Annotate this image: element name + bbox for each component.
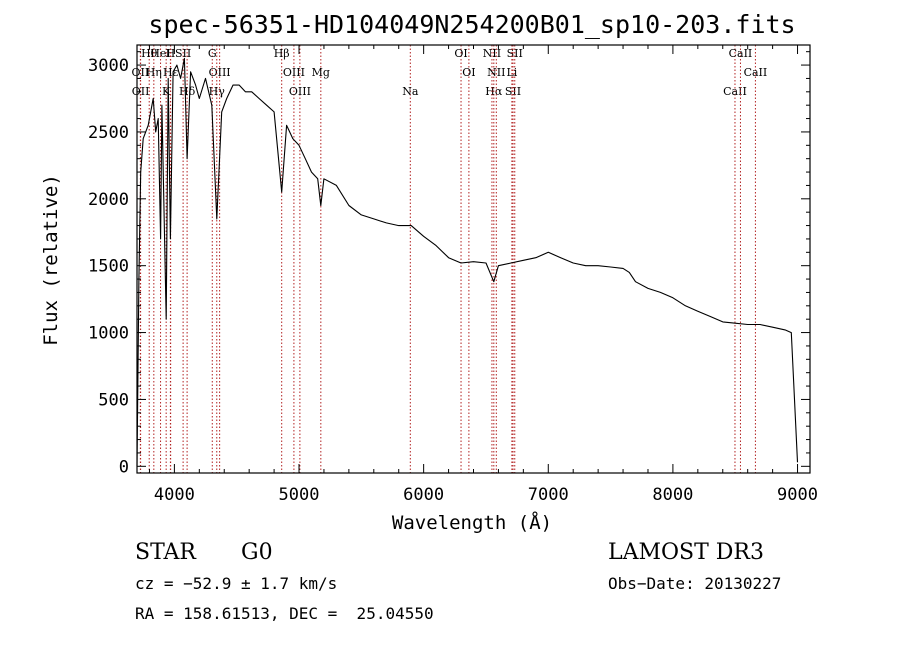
x-tick-label: 4000 — [154, 485, 195, 505]
y-tick-label: 1000 — [88, 324, 129, 344]
y-axis-label: Flux (relative) — [40, 174, 62, 346]
line-label: NII — [487, 66, 505, 79]
line-label: Hα — [485, 85, 503, 98]
y-tick-label: 2000 — [88, 190, 129, 210]
line-label: Na — [402, 85, 419, 98]
line-label: K — [162, 85, 171, 98]
redshift-value: cz = −52.9 ± 1.7 km/s — [135, 574, 338, 593]
line-label: SII — [507, 47, 523, 60]
line-label: OII — [132, 66, 150, 79]
line-label: CaII — [723, 85, 747, 98]
line-label: Hδ — [179, 85, 196, 98]
y-tick-label: 1500 — [88, 257, 129, 277]
line-label: Hβ — [274, 47, 290, 60]
x-tick-label: 7000 — [528, 485, 569, 505]
plot-frame — [136, 44, 811, 474]
x-tick-label: 9000 — [777, 485, 818, 505]
y-tick-label: 3000 — [88, 56, 129, 76]
x-tick-label: 5000 — [279, 485, 320, 505]
chart-title: spec-56351-HD104049N254200B01_sp10-203.f… — [148, 10, 795, 39]
line-label: OI — [454, 47, 467, 60]
line-label: CaII — [744, 66, 768, 79]
y-tick-label: 2500 — [88, 123, 129, 143]
line-label: Hη — [146, 66, 162, 79]
object-subclass: G0 — [241, 540, 273, 565]
y-axis: 0 500 1000 1500 2000 2500 3000 — [88, 51, 810, 477]
y-tick-label: 0 — [119, 457, 129, 477]
survey-name: LAMOST DR3 — [608, 540, 764, 565]
line-label: OIII — [289, 85, 311, 98]
x-tick-label: 6000 — [403, 485, 444, 505]
line-label: Li — [506, 66, 517, 79]
spectrum-series — [136, 57, 799, 467]
emission-lines: HθOIIOIIHeIHηKHHεHδSIIOIIIHγGOIIIOIIIHβM… — [132, 45, 768, 473]
x-tick-label: 8000 — [652, 485, 693, 505]
observation-date: Obs−Date: 20130227 — [608, 574, 782, 593]
line-label: Mg — [312, 66, 330, 79]
line-label: OI — [462, 66, 475, 79]
x-axis-label: Wavelength (Å) — [392, 511, 552, 534]
object-class: STAR — [135, 540, 196, 565]
spectrum-line — [136, 57, 799, 467]
line-label: OIII — [209, 66, 231, 79]
y-tick-label: 500 — [98, 390, 129, 410]
line-label: SII — [505, 85, 521, 98]
line-label: G — [208, 47, 217, 60]
line-label: CaII — [729, 47, 753, 60]
line-label: Hε — [163, 66, 179, 79]
line-label: OIII — [283, 66, 305, 79]
coordinates: RA = 158.61513, DEC = 25.04550 — [135, 604, 434, 623]
line-label: SII — [175, 47, 191, 60]
line-label: Hγ — [209, 85, 226, 98]
x-axis: 4000 5000 6000 7000 8000 9000 — [148, 45, 818, 505]
